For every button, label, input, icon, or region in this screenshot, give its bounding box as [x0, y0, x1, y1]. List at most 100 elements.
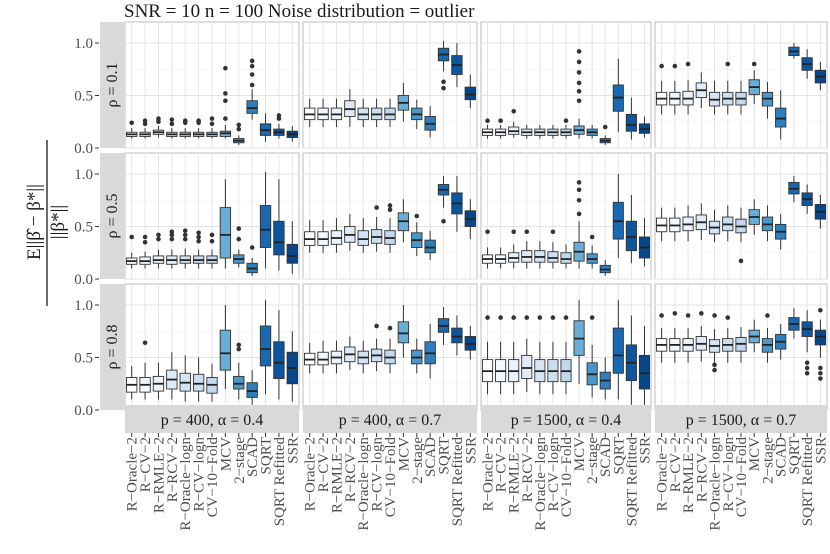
- box-MCV: [748, 61, 760, 104]
- outlier-point: [209, 232, 215, 238]
- box-R−CV−logn: [547, 229, 559, 269]
- box-body: [775, 107, 787, 128]
- outlier-point: [725, 61, 731, 67]
- box-R−Oracle−logn: [179, 228, 191, 269]
- box-SQRT: [612, 174, 624, 258]
- outlier-point: [196, 234, 201, 240]
- outlier-point: [672, 311, 678, 316]
- box-R−RMLE−2: [682, 205, 694, 242]
- x-tick-label: R−Oracle−logn: [178, 437, 194, 531]
- outlier-point: [414, 213, 420, 219]
- box-R−Oracle−2: [656, 63, 668, 115]
- box-SQRT Refitted: [451, 176, 463, 232]
- box-SSR: [286, 125, 298, 142]
- box-body: [464, 86, 476, 101]
- x-tick-label: SQRT Refitted: [450, 437, 466, 527]
- box-R−CV−2: [139, 340, 151, 400]
- outlier-point: [712, 313, 717, 318]
- outlier-point: [441, 85, 446, 91]
- outlier-point: [602, 124, 608, 130]
- x-tick-label: R−RMLE−2: [507, 437, 523, 513]
- box-CV−10−Fold: [735, 207, 747, 243]
- box-R−CV−logn: [370, 323, 383, 372]
- outlier-point: [196, 238, 201, 244]
- box-body: [233, 375, 245, 390]
- box-body: [814, 329, 826, 346]
- box-R−RMLE−2: [682, 61, 694, 115]
- outlier-point: [576, 59, 582, 65]
- box-R−RCV−2: [344, 89, 356, 127]
- box-SSR: [814, 307, 826, 381]
- box-R−RCV−2: [344, 213, 356, 251]
- x-tick-label: R−RCV−2: [343, 437, 359, 502]
- outlier-point: [249, 58, 255, 64]
- box-2−stage: [411, 213, 423, 256]
- box-R−CV−2: [495, 247, 507, 269]
- box-2−stage: [411, 99, 423, 130]
- outlier-point: [576, 180, 582, 185]
- box-SCAD: [424, 230, 436, 261]
- box-SCAD: [775, 213, 787, 250]
- outlier-point: [249, 63, 255, 69]
- box-R−CV−2: [669, 311, 681, 363]
- y-tick-label: 0.0: [74, 272, 93, 288]
- box-CV−10−Fold: [560, 244, 572, 269]
- boxes-r2-c1: [304, 305, 476, 379]
- x-tick-label: MCV: [747, 437, 763, 471]
- box-SSR: [638, 326, 651, 405]
- box-MCV: [397, 305, 410, 358]
- box-R−Oracle−logn: [357, 98, 369, 127]
- x-tick-label: SCAD: [598, 437, 614, 477]
- outlier-point: [550, 229, 556, 235]
- box-SQRT Refitted: [273, 310, 285, 400]
- column-strip-label: p = 400, α = 0.4: [161, 412, 263, 429]
- outlier-point: [169, 232, 175, 238]
- panel-r0-c1: [302, 21, 478, 149]
- x-tick-label: R−CV−logn: [721, 437, 737, 512]
- box-SQRT: [788, 43, 800, 59]
- x-tick-label: SQRT Refitted: [272, 437, 288, 527]
- figure-title: SNR = 10 n = 100 Noise distribution = ou…: [124, 1, 475, 22]
- x-tick-label: SQRT Refitted: [624, 437, 640, 527]
- box-SSR: [286, 221, 298, 274]
- box-R−Oracle−logn: [357, 218, 369, 253]
- outlier-point: [156, 232, 161, 238]
- box-R−RCV−2: [166, 229, 178, 269]
- column-strip: [481, 405, 651, 433]
- y-tick-label: 0.5: [74, 220, 93, 236]
- box-R−RCV−2: [166, 117, 178, 139]
- box-2−stage: [586, 124, 598, 139]
- box-SQRT Refitted: [625, 315, 637, 405]
- box-SQRT: [612, 299, 624, 400]
- x-tick-label: CV−10−Fold: [559, 437, 575, 518]
- box-R−RCV−2: [521, 315, 533, 393]
- box-SCAD: [246, 370, 258, 405]
- outlier-point: [485, 315, 490, 320]
- x-tick-label: SSR: [285, 437, 301, 464]
- boxes-r1-c0: [126, 171, 298, 276]
- box-2−stage: [761, 313, 774, 363]
- column-strip-label: p = 1500, α = 0.4: [511, 412, 621, 429]
- outlier-point: [169, 229, 175, 235]
- outlier-point: [374, 205, 379, 210]
- outlier-point: [236, 236, 242, 242]
- box-MCV: [573, 299, 585, 384]
- outlier-point: [236, 122, 242, 128]
- box-R−RMLE−2: [330, 340, 343, 374]
- y-axis-label-denominator: ||β*||: [48, 205, 69, 239]
- box-R−RCV−2: [695, 203, 707, 241]
- outlier-point: [156, 119, 161, 125]
- box-body: [424, 239, 436, 254]
- x-tick-label: R−RMLE−2: [329, 437, 345, 513]
- outlier-point: [563, 315, 569, 320]
- box-SCAD: [599, 357, 611, 400]
- box-R−CV−logn: [547, 124, 559, 139]
- box-SCAD: [775, 323, 787, 360]
- outlier-point: [387, 203, 393, 208]
- box-R−Oracle−2: [304, 98, 316, 127]
- x-tick-label: SQRT: [611, 437, 627, 474]
- box-R−RMLE−2: [508, 315, 520, 395]
- column-strip: [125, 405, 299, 433]
- box-SQRT Refitted: [451, 43, 463, 88]
- boxes-r0-c3: [656, 43, 826, 140]
